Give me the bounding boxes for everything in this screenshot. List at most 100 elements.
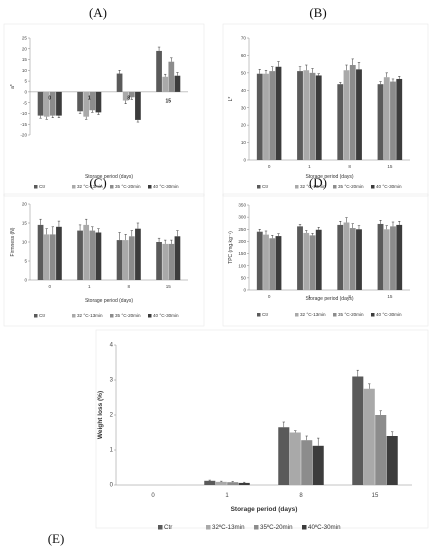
bar: [116, 73, 123, 92]
y-tick-label: 300: [238, 215, 246, 220]
legend-entry: 40ºC-30min: [308, 524, 341, 531]
bar: [49, 91, 56, 116]
legend-swatch: [371, 313, 375, 317]
bar: [375, 415, 387, 485]
legend: Ctr 32 °C-13min 35 °C-20min 40 °C-30min: [257, 184, 402, 189]
y-tick-label: 20: [22, 46, 28, 51]
legend-swatch: [257, 313, 261, 317]
legend: Ctr 32ºC-13min 35ºC-20min 40ºC-30min: [158, 524, 341, 531]
bar: [256, 73, 263, 160]
chart-panel-c: (C) 0 5 10 15 20 0 1 8 15 Storage period (days) Fir…: [3, 175, 205, 327]
legend-swatch: [72, 314, 76, 318]
bar: [156, 50, 162, 92]
y-tick-label: -5: [23, 100, 28, 105]
bar: [352, 376, 364, 485]
legend-entry: 32 °C-13min: [77, 313, 103, 318]
x-tick-label: 8: [127, 95, 130, 101]
bar: [356, 69, 362, 160]
bar: [315, 75, 322, 160]
bar: [122, 240, 129, 280]
panel-label: (D): [309, 175, 327, 190]
legend-swatch: [34, 314, 38, 318]
x-tick-label: 15: [387, 164, 393, 169]
bar: [396, 78, 403, 160]
legend-entry: 40 °C-30min: [153, 313, 179, 318]
bar: [386, 436, 398, 485]
legend-swatch: [295, 185, 299, 189]
y-tick-label: 150: [238, 251, 246, 256]
panel-frame: [3, 193, 205, 327]
bar: [49, 234, 56, 280]
y-tick-label: 50: [241, 275, 247, 280]
y-tick-label: 350: [238, 203, 246, 208]
legend-entry: 40 °C-30min: [153, 184, 179, 189]
legend-entry: Ctr: [164, 524, 172, 531]
bar: [349, 228, 356, 290]
bar: [37, 224, 44, 280]
bar: [390, 226, 396, 290]
panel-frame: [95, 329, 429, 529]
bar: [168, 61, 175, 92]
y-tick-label: 5: [24, 79, 27, 84]
legend-entry: 35 °C-20min: [338, 312, 364, 317]
bar: [89, 91, 96, 111]
x-tick-label: 1: [308, 164, 311, 169]
bar: [349, 65, 356, 160]
bar: [95, 91, 102, 113]
x-tick-label: 8: [127, 284, 130, 289]
y-tick-label: -20: [20, 133, 27, 138]
bar: [263, 234, 269, 290]
bar: [77, 91, 83, 112]
legend-entry: Ctr: [262, 312, 269, 317]
x-tick-label: 8: [348, 294, 351, 299]
x-axis-label: Storage period (days): [85, 174, 133, 180]
bar: [83, 91, 90, 117]
panel-label: (B): [309, 5, 326, 20]
legend-swatch: [110, 314, 114, 318]
bar: [269, 238, 276, 290]
bar: [383, 229, 390, 290]
x-tick-label: 0: [48, 95, 51, 101]
y-tick-label: 10: [22, 240, 28, 245]
bar: [343, 70, 350, 160]
x-tick-label: 8: [348, 164, 351, 169]
legend-swatch: [34, 185, 38, 189]
bar: [37, 91, 44, 116]
legend-entry: 32 °C-13min: [300, 312, 326, 317]
x-tick-label: 0: [268, 164, 271, 169]
x-tick-label: 8: [299, 493, 303, 499]
y-tick-label: 15: [22, 221, 28, 226]
x-tick-label: 15: [372, 493, 379, 499]
legend-entry: 32ºC-13min: [212, 524, 245, 531]
y-axis-label: TPC (mg.kg⁻¹): [228, 231, 234, 264]
y-tick-label: 250: [238, 227, 246, 232]
bar: [343, 222, 350, 290]
legend-entry: 40 °C-30min: [376, 312, 402, 317]
bar: [275, 236, 282, 290]
chart-panel-d: (D) 0 50 100 150 200 250 300 350 0 1 8 15 Storage per…: [222, 175, 429, 327]
x-axis-label: Storage period (days): [85, 298, 133, 304]
bar: [128, 91, 135, 98]
y-tick-label: 10: [22, 68, 28, 73]
bar: [215, 481, 227, 485]
legend-swatch: [148, 314, 152, 318]
bar: [303, 70, 310, 160]
x-tick-label: 1: [308, 294, 311, 299]
bar: [89, 230, 96, 280]
bar: [77, 230, 83, 280]
legend-swatch: [158, 525, 163, 530]
bar: [227, 482, 239, 485]
bar: [289, 432, 301, 485]
panel-frame: [222, 193, 429, 327]
bar: [315, 229, 322, 290]
bar: [301, 440, 313, 485]
legend-entry: 32 °C-13min: [77, 184, 103, 189]
bar: [309, 72, 316, 160]
y-axis-label: a*: [10, 84, 16, 89]
legend: Ctr 32 °C-13min 35 °C-20min 40 °C-30min: [34, 184, 179, 189]
y-axis-label: L*: [228, 97, 234, 102]
bar: [256, 231, 263, 290]
legend-swatch: [295, 313, 299, 317]
bar: [43, 234, 50, 280]
